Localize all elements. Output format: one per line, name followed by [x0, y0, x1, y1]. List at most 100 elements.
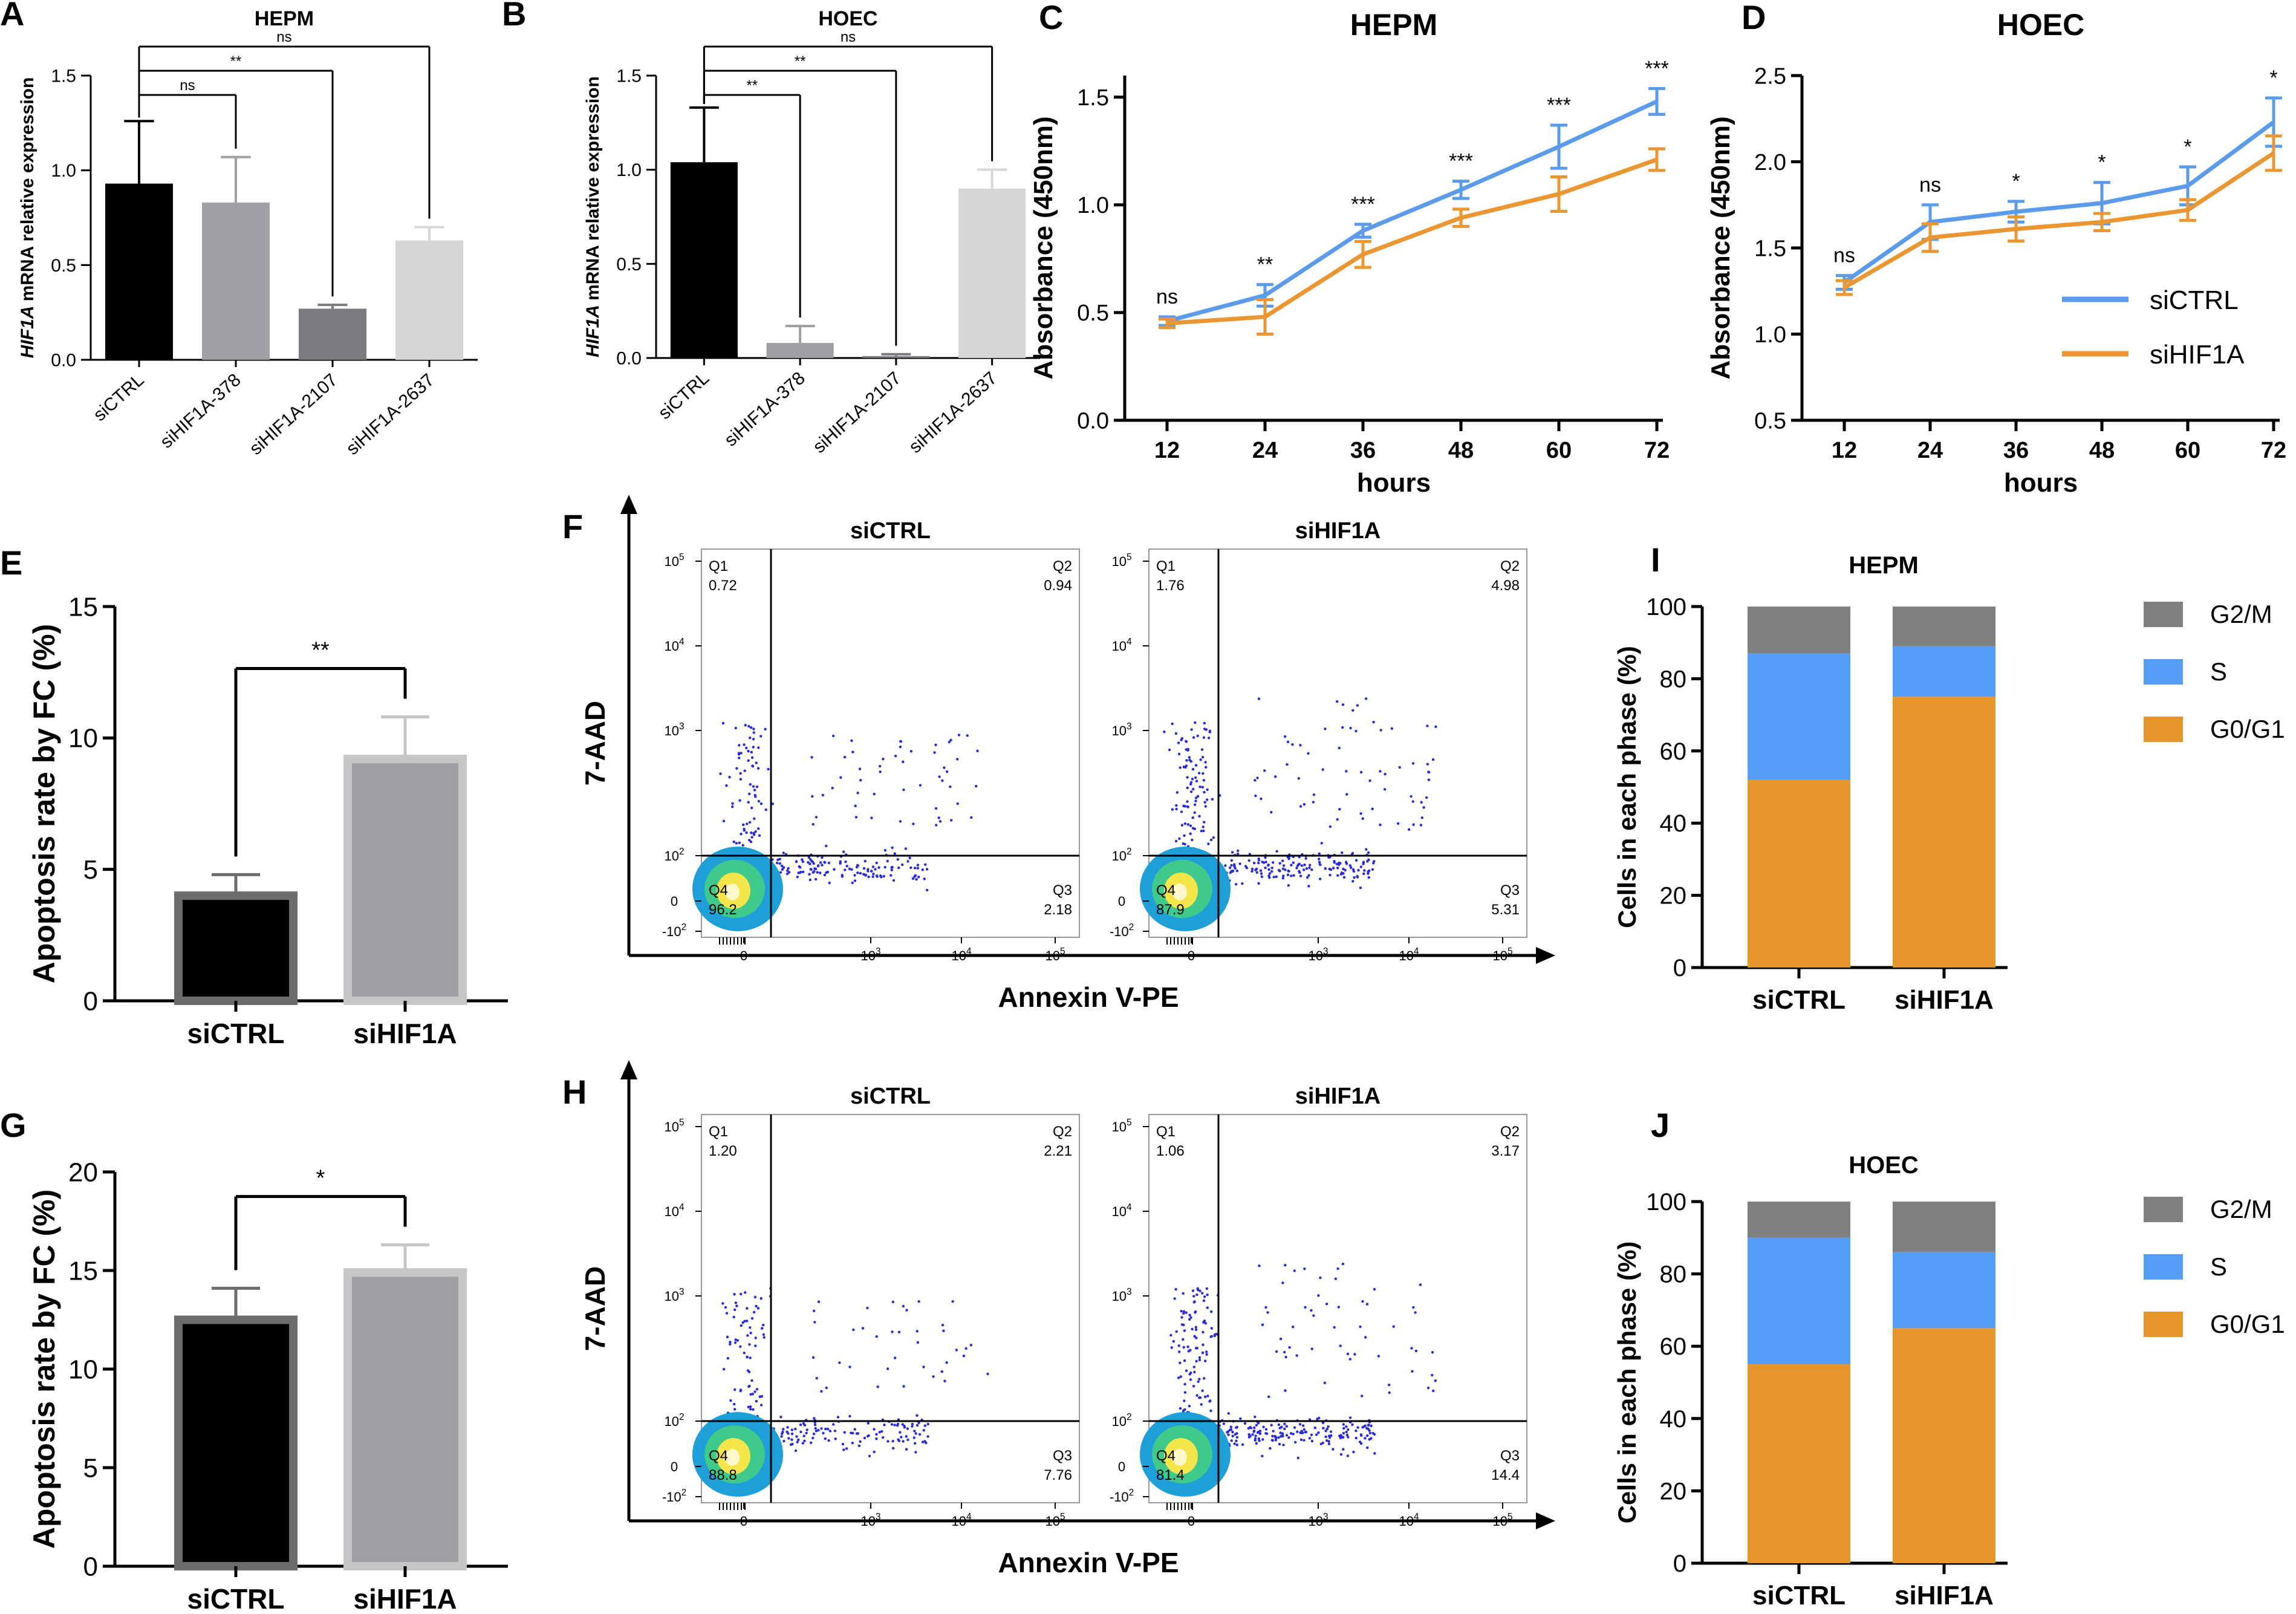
scatter-point — [1334, 1277, 1338, 1280]
scatter-point — [1356, 876, 1359, 879]
scatter-point — [986, 1372, 989, 1376]
scatter-point — [1367, 851, 1370, 854]
scatter-point — [796, 1440, 799, 1443]
scatter-point — [1345, 770, 1348, 773]
x-tick-label: siCTRL — [1752, 1581, 1846, 1610]
scatter-point — [905, 1309, 908, 1312]
y-tick-label: 1.5 — [616, 67, 642, 86]
scatter-point — [1186, 1346, 1189, 1349]
scatter-point — [1202, 772, 1205, 775]
scatter-point — [1368, 779, 1371, 783]
scatter-point — [1203, 1377, 1206, 1380]
scatter-point — [1286, 873, 1290, 876]
scatter-point — [1275, 850, 1278, 853]
scatter-point — [1197, 772, 1201, 775]
significance-label: ** — [311, 638, 330, 663]
y-tick-label: 1.0 — [1754, 322, 1786, 348]
scatter-point — [1351, 880, 1355, 883]
stack-segment-G2/M — [1893, 1202, 1995, 1252]
significance-label: ns — [1156, 285, 1178, 308]
scatter-point — [940, 1370, 944, 1373]
y-axis-label: Apoptosis rate by FC (%) — [27, 1189, 61, 1549]
scatter-point — [1364, 697, 1368, 700]
y-tick-label: 1.5 — [1077, 85, 1109, 111]
scatter-point — [749, 736, 752, 740]
scatter-point — [785, 1430, 789, 1433]
scatter-point — [1365, 1303, 1369, 1306]
scatter-point — [1284, 1356, 1287, 1359]
x-tick-label: siHIF1A-2637 — [905, 368, 1001, 457]
quadrant-value: 1.06 — [1156, 1143, 1185, 1159]
scatter-point — [966, 734, 969, 737]
scatter-point — [1337, 1306, 1340, 1309]
scatter-point — [1250, 867, 1254, 871]
scatter-point — [746, 1334, 749, 1337]
scatter-point — [1183, 834, 1186, 838]
scatter-point — [782, 1428, 785, 1431]
scatter-point — [1324, 727, 1327, 731]
scatter-point — [1187, 1350, 1191, 1353]
scatter-point — [1203, 721, 1206, 725]
scatter-point — [1412, 1306, 1415, 1309]
scatter-point — [1434, 1379, 1437, 1382]
scatter-point — [1290, 1432, 1293, 1435]
scatter-point — [1298, 870, 1301, 873]
scatter-point — [797, 1438, 800, 1442]
scatter-point — [1426, 724, 1429, 727]
scatter-point — [1344, 868, 1347, 872]
y-tick-label: 0 — [83, 1552, 98, 1581]
scatter-point — [1271, 1434, 1274, 1437]
scatter-point — [1348, 864, 1351, 867]
scatter-point — [1235, 1443, 1239, 1446]
scatter-point — [753, 789, 756, 792]
subplot-title: siHIF1A — [1295, 1084, 1381, 1109]
scatter-point — [1170, 1346, 1173, 1349]
scatter-point — [1324, 867, 1327, 870]
scatter-point — [1193, 1335, 1196, 1338]
scatter-point — [1290, 864, 1293, 867]
significance-label: * — [2098, 151, 2106, 174]
scatter-point — [913, 1430, 916, 1433]
scatter-point — [1288, 1346, 1291, 1349]
scatter-point — [731, 805, 734, 809]
scatter-point — [747, 801, 750, 804]
scatter-point — [853, 879, 857, 882]
scatter-point — [891, 1446, 895, 1450]
scatter-frame — [1148, 548, 1527, 938]
y-tick-label: 104 — [664, 637, 684, 654]
y-tick-label: 15 — [68, 1256, 98, 1286]
scatter-point — [872, 873, 875, 876]
scatter-point — [861, 1327, 865, 1330]
scatter-point — [858, 767, 862, 770]
scatter-point — [1256, 1431, 1260, 1434]
scatter-point — [916, 864, 920, 867]
stack-segment-G2/M — [1893, 607, 1995, 646]
scatter-point — [1411, 1370, 1414, 1373]
quadrant-label: Q2 — [1500, 558, 1520, 574]
scatter-point — [760, 1394, 764, 1398]
scatter-point — [875, 1433, 878, 1436]
y-tick-label: 0 — [671, 1459, 678, 1474]
scatter-point — [1306, 876, 1309, 879]
scatter-point — [1271, 1439, 1274, 1442]
scatter-point — [1318, 852, 1321, 855]
significance-label: ns — [1919, 174, 1941, 197]
scatter-point — [933, 751, 936, 754]
scatter-point — [1304, 1430, 1308, 1434]
scatter-point — [1186, 800, 1189, 803]
bar — [343, 1268, 467, 1570]
y-tick-label: 1.5 — [1754, 236, 1786, 261]
y-tick-label: 100 — [1646, 1189, 1686, 1215]
scatter-point — [1353, 1353, 1356, 1356]
scatter-point — [734, 726, 738, 730]
scatter-point — [1194, 776, 1197, 779]
scatter-point — [733, 1408, 737, 1411]
scatter-point — [752, 1408, 755, 1411]
scatter-point — [1272, 876, 1275, 879]
scatter-point — [868, 1454, 871, 1457]
scatter-point — [1351, 709, 1355, 712]
scatter-point — [1273, 1434, 1276, 1438]
scatter-point — [1257, 857, 1260, 861]
scatter-point — [1281, 859, 1284, 862]
scatter-point — [753, 1390, 756, 1393]
